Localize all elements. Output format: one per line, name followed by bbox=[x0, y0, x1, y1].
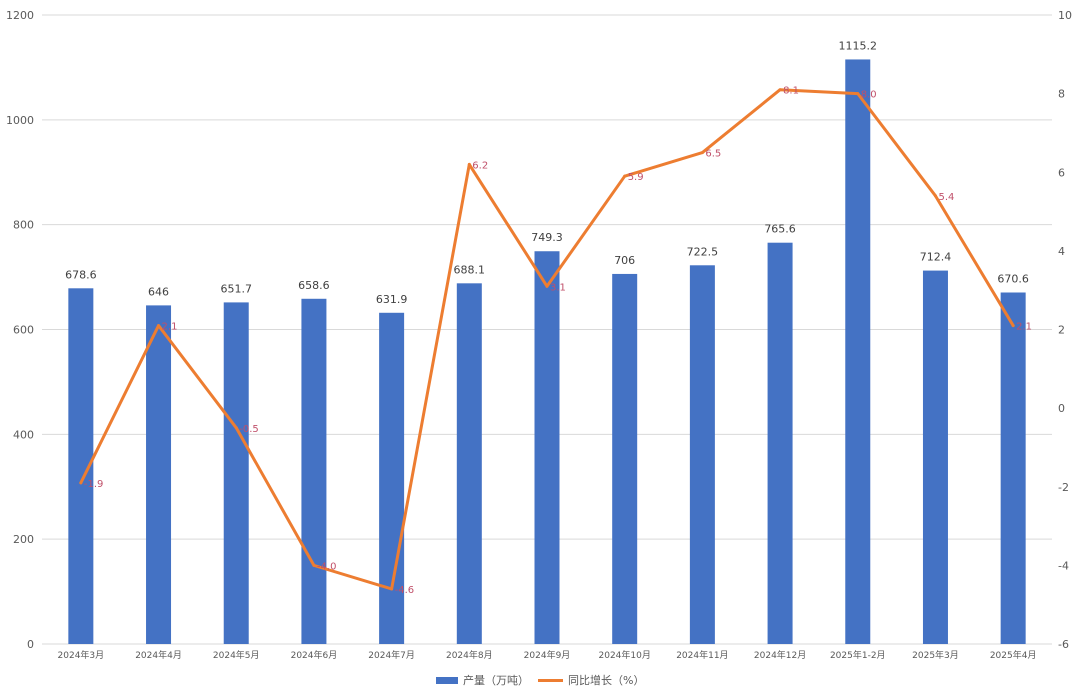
bar bbox=[146, 305, 172, 644]
line-data-label: 6.2 bbox=[472, 160, 488, 171]
bar bbox=[689, 265, 715, 644]
right-tick-label: 2 bbox=[1058, 324, 1065, 337]
x-tick-label: 2024年10月 bbox=[599, 649, 651, 661]
bar-data-label: 670.6 bbox=[997, 272, 1029, 285]
line-data-label: 5.4 bbox=[938, 192, 954, 203]
line-point bbox=[856, 92, 860, 96]
right-tick-label: 0 bbox=[1058, 402, 1065, 415]
legend-bar-swatch bbox=[436, 677, 458, 684]
line-point bbox=[312, 563, 316, 567]
bar-data-label: 688.1 bbox=[454, 263, 486, 276]
line-series bbox=[79, 88, 1015, 591]
x-tick-label: 2025年3月 bbox=[912, 649, 959, 661]
bar-data-label: 749.3 bbox=[531, 231, 563, 244]
line-point bbox=[234, 426, 238, 430]
right-axis-ticks: -6 -4 -2 0 2 4 6 8 10 bbox=[1058, 9, 1072, 651]
line-data-label: 2.1 bbox=[1016, 322, 1032, 333]
bar-series bbox=[68, 59, 1026, 644]
x-tick-label: 2025年4月 bbox=[990, 649, 1037, 661]
line-data-label: 6.5 bbox=[705, 149, 721, 160]
line-point bbox=[778, 88, 782, 92]
legend-bar-label: 产量（万吨） bbox=[463, 673, 529, 687]
line-point bbox=[933, 194, 937, 198]
bar-data-label: 651.7 bbox=[220, 282, 252, 295]
line-point bbox=[1011, 324, 1015, 328]
legend-line-label: 同比增长（%） bbox=[568, 673, 644, 687]
line-data-label: 8.0 bbox=[861, 90, 877, 101]
x-tick-label: 2024年6月 bbox=[291, 649, 338, 661]
line-data-label: -4.0 bbox=[317, 561, 337, 572]
bar-data-labels: 678.6 646 651.7 658.6 631.9 688.1 749.3 706 722.… bbox=[65, 39, 1029, 305]
x-tick-label: 2025年1-2月 bbox=[830, 649, 886, 661]
bar-data-label: 1115.2 bbox=[839, 39, 878, 52]
right-tick-label: 8 bbox=[1058, 88, 1065, 101]
bar-data-label: 631.9 bbox=[376, 293, 408, 306]
bar-data-label: 712.4 bbox=[920, 251, 952, 264]
bar bbox=[922, 270, 948, 644]
left-tick-label: 400 bbox=[13, 428, 34, 441]
line-point bbox=[545, 284, 549, 288]
line-data-label: -1.9 bbox=[84, 479, 104, 490]
right-tick-label: -2 bbox=[1058, 481, 1069, 494]
bar-data-label: 646 bbox=[148, 285, 169, 298]
right-tick-label: -4 bbox=[1058, 559, 1069, 572]
line-point bbox=[467, 162, 471, 166]
line-data-label: 2.1 bbox=[162, 322, 178, 333]
line-data-label: 5.9 bbox=[628, 172, 644, 183]
line-data-labels: -1.9 2.1 -0.5 -4.0 -4.6 6.2 3.1 5.9 6.5 8.1 8.0 5.4… bbox=[84, 86, 1032, 596]
line-data-label: -4.6 bbox=[395, 585, 415, 596]
x-tick-label: 2024年5月 bbox=[213, 649, 260, 661]
right-tick-label: -6 bbox=[1058, 638, 1069, 651]
x-tick-label: 2024年9月 bbox=[524, 649, 571, 661]
x-tick-label: 2024年4月 bbox=[135, 649, 182, 661]
bar bbox=[534, 251, 560, 644]
bar-data-label: 722.5 bbox=[687, 245, 719, 258]
line-point bbox=[390, 587, 394, 591]
right-tick-label: 10 bbox=[1058, 9, 1072, 22]
bar-data-label: 706 bbox=[614, 254, 635, 267]
bar bbox=[301, 298, 327, 644]
bar bbox=[767, 242, 793, 644]
bar-data-label: 765.6 bbox=[764, 223, 796, 236]
bar bbox=[1000, 292, 1026, 644]
left-tick-label: 200 bbox=[13, 533, 34, 546]
bar bbox=[845, 59, 871, 644]
x-tick-label: 2024年8月 bbox=[446, 649, 493, 661]
line-data-label: 3.1 bbox=[550, 282, 566, 293]
bar bbox=[612, 273, 638, 644]
bar-data-label: 658.6 bbox=[298, 279, 330, 292]
line-point bbox=[157, 324, 161, 328]
left-tick-label: 1000 bbox=[6, 114, 34, 127]
line-point bbox=[79, 481, 83, 485]
right-tick-label: 4 bbox=[1058, 245, 1065, 258]
bar-data-label: 678.6 bbox=[65, 268, 97, 281]
line-point bbox=[700, 151, 704, 155]
bar bbox=[223, 302, 249, 644]
x-tick-label: 2024年12月 bbox=[754, 649, 806, 661]
left-axis-ticks: 0 200 400 600 800 1000 1200 bbox=[6, 9, 34, 651]
line-data-label: 8.1 bbox=[783, 86, 799, 97]
right-tick-label: 6 bbox=[1058, 166, 1065, 179]
left-tick-label: 1200 bbox=[6, 9, 34, 22]
bar bbox=[456, 283, 482, 644]
legend: 产量（万吨） 同比增长（%） bbox=[436, 673, 644, 687]
line-point bbox=[623, 174, 627, 178]
left-tick-label: 800 bbox=[13, 219, 34, 232]
line-data-label: -0.5 bbox=[239, 424, 259, 435]
x-tick-label: 2024年11月 bbox=[676, 649, 728, 661]
x-tick-label: 2024年3月 bbox=[58, 649, 105, 661]
left-tick-label: 0 bbox=[27, 638, 34, 651]
left-tick-label: 600 bbox=[13, 324, 34, 337]
x-tick-label: 2024年7月 bbox=[368, 649, 415, 661]
x-axis-ticks: 2024年3月 2024年4月 2024年5月 2024年6月 2024年7月 2024年… bbox=[58, 649, 1037, 661]
